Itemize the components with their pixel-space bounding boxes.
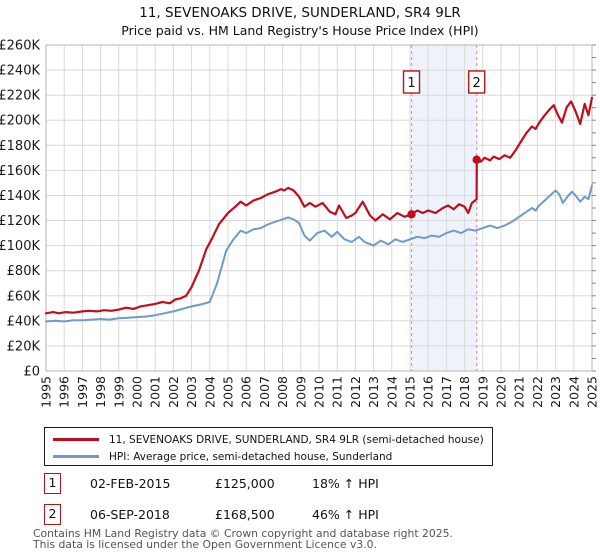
chart-legend: 11, SEVENOAKS DRIVE, SUNDERLAND, SR4 9LR… bbox=[44, 427, 493, 466]
legend-item-hpi: HPI: Average price, semi-detached house,… bbox=[53, 448, 492, 465]
sale-flag-box-2 bbox=[468, 70, 486, 94]
x-tick-label: 2011 bbox=[330, 376, 345, 408]
x-tick-label: 2019 bbox=[475, 376, 490, 408]
y-tick-label: £140K bbox=[0, 189, 40, 204]
sale-vs-hpi-2: 46% ↑ HPI bbox=[312, 507, 379, 522]
y-tick-label: £180K bbox=[0, 139, 40, 154]
x-tick-label: 2007 bbox=[257, 376, 272, 408]
legend-label-property: 11, SEVENOAKS DRIVE, SUNDERLAND, SR4 9LR… bbox=[109, 433, 484, 446]
sale-marker-dot-1 bbox=[407, 210, 416, 219]
x-tick-label: 2022 bbox=[530, 376, 545, 408]
sale-marker-dot-2 bbox=[472, 155, 481, 164]
x-tick-label: 2003 bbox=[184, 376, 199, 408]
x-tick-label: 2010 bbox=[312, 376, 327, 408]
legend-label-hpi: HPI: Average price, semi-detached house,… bbox=[109, 450, 393, 463]
x-tick-label: 2012 bbox=[348, 376, 363, 408]
page-subtitle: Price paid vs. HM Land Registry's House … bbox=[121, 23, 479, 38]
y-tick-label: £0 bbox=[23, 365, 40, 380]
footer-attribution: Contains HM Land Registry data © Crown c… bbox=[33, 527, 453, 540]
x-tick-label: 1999 bbox=[111, 376, 126, 408]
x-tick-label: 2013 bbox=[366, 376, 381, 408]
y-tick-label: £160K bbox=[0, 164, 40, 179]
legend-swatch-property-line bbox=[53, 438, 99, 441]
x-tick-label: 2000 bbox=[130, 376, 145, 408]
y-tick-label: £20K bbox=[7, 339, 41, 354]
x-tick-label: 2016 bbox=[421, 376, 436, 408]
x-tick-label: 1995 bbox=[39, 376, 54, 408]
y-tick-label: £220K bbox=[0, 89, 40, 104]
x-tick-label: 2014 bbox=[384, 376, 399, 408]
x-tick-label: 2020 bbox=[494, 376, 509, 408]
x-tick-label: 2017 bbox=[439, 376, 454, 408]
x-tick-label: 2008 bbox=[275, 376, 290, 408]
x-tick-label: 2025 bbox=[585, 376, 600, 408]
x-tick-label: 2018 bbox=[457, 376, 472, 408]
x-tick-label: 1998 bbox=[93, 376, 108, 408]
sale-date-1: 02-FEB-2015 bbox=[90, 476, 171, 491]
y-tick-label: £260K bbox=[0, 39, 40, 54]
sale-price-1: £125,000 bbox=[215, 476, 275, 491]
x-tick-label: 2023 bbox=[548, 376, 563, 408]
price-history-chart: 1 2 £0 £20K £40K £60K £80K £100K £120K £140K £160K… bbox=[0, 39, 600, 408]
footer-licence: This data is licensed under the Open Gov… bbox=[33, 538, 377, 551]
sale-number-badge-2: 2 bbox=[44, 504, 61, 525]
y-tick-label: £60K bbox=[7, 289, 41, 304]
y-tick-label: £40K bbox=[7, 314, 41, 329]
page-title: 11, SEVENOAKS DRIVE, SUNDERLAND, SR4 9LR bbox=[139, 5, 461, 21]
transaction-row-1: 1 02-FEB-2015 £125,000 18% ↑ HPI bbox=[0, 473, 600, 495]
y-tick-label: £200K bbox=[0, 114, 40, 129]
property-price-line bbox=[44, 96, 594, 315]
sale-vs-hpi-1: 18% ↑ HPI bbox=[312, 476, 379, 491]
sale-flag-label-1: 1 bbox=[407, 76, 415, 91]
hpi-line bbox=[45, 184, 593, 323]
x-tick-label: 2005 bbox=[221, 376, 236, 408]
sale-flag-box-1 bbox=[402, 70, 421, 94]
sale-date-2: 06-SEP-2018 bbox=[90, 507, 170, 522]
sale-price-2: £168,500 bbox=[215, 507, 275, 522]
sale-number-badge-1: 1 bbox=[44, 473, 61, 494]
sale-flag-label-2: 2 bbox=[473, 76, 481, 91]
x-tick-label: 1996 bbox=[57, 376, 72, 408]
y-tick-label: £100K bbox=[0, 239, 40, 254]
x-tick-label: 2009 bbox=[293, 376, 308, 408]
transaction-row-2: 2 06-SEP-2018 £168,500 46% ↑ HPI bbox=[0, 504, 600, 526]
x-tick-label: 1997 bbox=[75, 376, 90, 408]
x-tick-label: 2004 bbox=[202, 376, 217, 408]
x-tick-label: 2006 bbox=[239, 376, 254, 408]
legend-swatch-hpi-line bbox=[53, 455, 99, 458]
y-tick-label: £240K bbox=[0, 64, 40, 79]
x-tick-label: 2002 bbox=[166, 376, 181, 408]
x-tick-label: 2021 bbox=[512, 376, 527, 408]
y-tick-label: £80K bbox=[7, 264, 41, 279]
x-tick-label: 2001 bbox=[148, 376, 163, 408]
x-tick-label: 2015 bbox=[403, 376, 418, 408]
legend-item-property: 11, SEVENOAKS DRIVE, SUNDERLAND, SR4 9LR… bbox=[53, 431, 492, 448]
x-tick-label: 2024 bbox=[566, 376, 581, 408]
y-tick-label: £120K bbox=[0, 214, 40, 229]
